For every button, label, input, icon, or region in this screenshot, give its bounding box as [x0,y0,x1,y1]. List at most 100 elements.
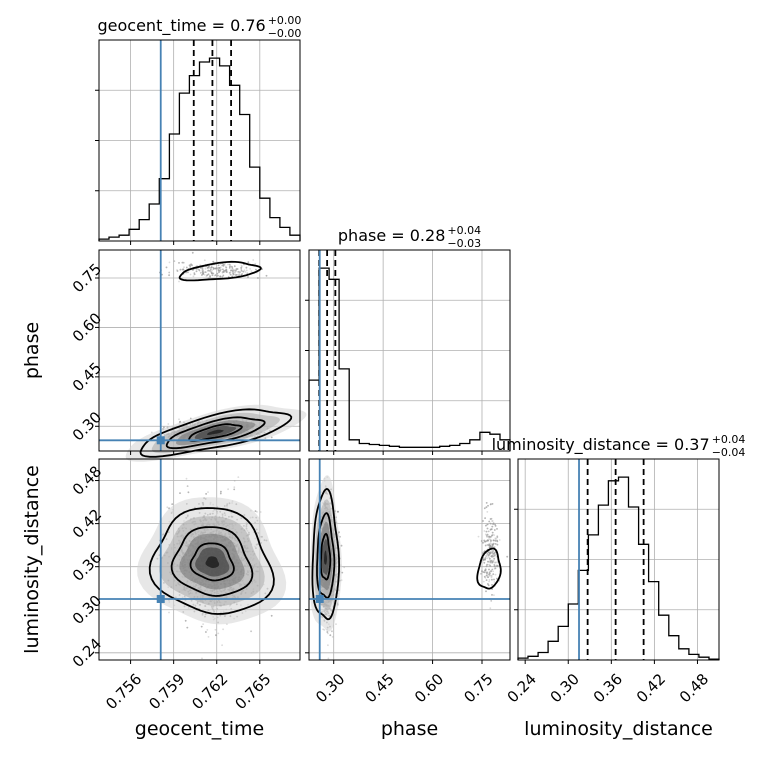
sample-point [181,261,184,264]
sample-point [210,271,213,274]
sample-point [227,488,230,491]
sample-point [224,265,227,268]
sample-point [225,269,228,271]
sample-point [215,267,218,269]
sample-point [168,274,171,277]
sample-point [195,270,198,273]
sample-point [211,274,214,277]
sample-point [237,271,240,273]
sample-point [193,273,196,276]
sample-point [244,271,247,273]
sample-point [210,266,213,269]
sample-point [242,270,245,273]
sample-point [220,266,222,269]
sample-point [225,271,228,273]
sample-point [231,267,234,269]
sample-point [213,274,216,277]
sample-point [185,477,188,480]
sample-point [204,271,207,273]
sample-point [255,268,257,271]
sample-point [238,272,241,275]
sample-point [221,271,224,274]
sample-point [217,632,220,635]
sample-point [203,259,206,262]
sample-point [197,268,199,270]
sample-point [207,636,210,638]
sample-point [216,275,218,278]
sample-point [209,268,212,271]
sample-point [198,270,201,272]
sample-point [236,268,238,270]
sample-point [202,273,204,275]
sample-point [222,263,225,265]
sample-point [206,266,209,269]
sample-point [203,273,206,276]
sample-point [168,261,171,264]
sample-point [201,657,203,660]
sample-point [218,269,220,271]
sample-point [245,266,248,269]
sample-point [234,271,237,274]
sample-point [231,269,233,272]
sample-point [218,267,221,269]
sample-point [225,270,227,272]
sample-point [247,276,249,278]
sample-point [236,268,239,270]
sample-point [229,273,232,276]
sample-point [215,267,218,270]
sample-point [198,269,201,271]
sample-point [210,264,213,267]
sample-point [219,269,222,272]
sample-point [218,267,221,269]
sample-point [212,272,215,275]
sample-point [222,628,225,631]
sample-point [191,264,193,267]
sample-point [217,274,219,277]
sample-point [201,269,204,272]
sample-point [233,271,236,273]
sample-point [229,265,231,268]
sample-point [216,267,219,269]
sample-point [209,270,211,272]
sample-point [207,270,209,272]
panel-luminosity_distance-vs-geocent_time [99,459,300,660]
sample-point [214,267,217,270]
sample-point [217,268,219,271]
sample-point [218,267,221,270]
sample-point [178,280,180,283]
sample-point [228,263,231,266]
sample-point [219,275,222,278]
sample-point [221,644,224,647]
sample-point [232,273,234,276]
sample-point [224,269,227,272]
sample-point [166,506,169,509]
sample-point [176,270,179,272]
sample-point [234,270,237,273]
sample-point [225,266,228,269]
sample-point [202,623,205,625]
sample-point [229,265,232,267]
sample-point [221,271,224,273]
sample-point [217,274,219,277]
sample-point [193,272,196,274]
sample-point [217,264,220,267]
sample-point [215,267,218,270]
sample-point [212,260,215,263]
sample-point [185,266,188,269]
sample-point [250,270,253,272]
sample-point [240,264,243,267]
sample-point [254,262,257,265]
sample-point [241,273,244,275]
sample-point [225,269,228,271]
sample-point [225,268,228,271]
sample-point [203,271,206,273]
truth-marker [156,436,165,445]
sample-point [206,267,209,269]
sample-point [178,418,180,421]
sample-point [192,275,195,278]
sample-point [212,266,215,269]
sample-point [228,272,231,274]
sample-point [265,274,268,277]
sample-point [265,274,268,277]
sample-point [245,269,248,272]
